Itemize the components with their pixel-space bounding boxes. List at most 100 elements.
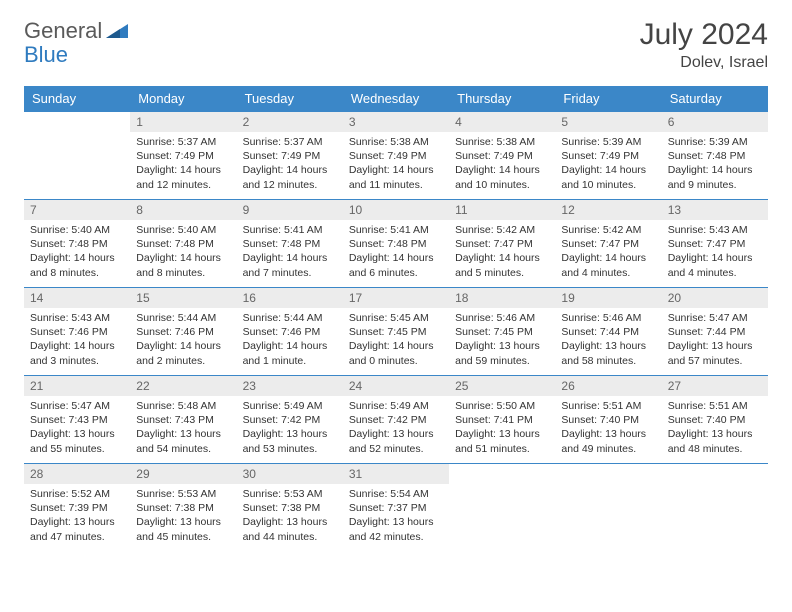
sunset-text: Sunset: 7:49 PM: [349, 149, 443, 163]
calendar-day-cell: [555, 464, 661, 552]
calendar-day-cell: 20Sunrise: 5:47 AMSunset: 7:44 PMDayligh…: [662, 288, 768, 376]
daylight-text: Daylight: 13 hours and 47 minutes.: [30, 515, 124, 543]
sunrise-text: Sunrise: 5:40 AM: [136, 223, 230, 237]
daylight-text: Daylight: 14 hours and 8 minutes.: [30, 251, 124, 279]
sunrise-text: Sunrise: 5:37 AM: [136, 135, 230, 149]
daylight-text: Daylight: 14 hours and 10 minutes.: [561, 163, 655, 191]
sunset-text: Sunset: 7:47 PM: [455, 237, 549, 251]
sunrise-text: Sunrise: 5:45 AM: [349, 311, 443, 325]
sunset-text: Sunset: 7:48 PM: [136, 237, 230, 251]
day-number: 8: [130, 200, 236, 220]
day-data: Sunrise: 5:45 AMSunset: 7:45 PMDaylight:…: [343, 308, 449, 374]
day-number: 19: [555, 288, 661, 308]
sunrise-text: Sunrise: 5:41 AM: [349, 223, 443, 237]
daylight-text: Daylight: 14 hours and 0 minutes.: [349, 339, 443, 367]
sunset-text: Sunset: 7:44 PM: [561, 325, 655, 339]
day-data: Sunrise: 5:37 AMSunset: 7:49 PMDaylight:…: [237, 132, 343, 198]
daylight-text: Daylight: 14 hours and 6 minutes.: [349, 251, 443, 279]
sunrise-text: Sunrise: 5:51 AM: [668, 399, 762, 413]
day-number: 11: [449, 200, 555, 220]
daylight-text: Daylight: 13 hours and 57 minutes.: [668, 339, 762, 367]
day-number: 3: [343, 112, 449, 132]
calendar-day-cell: 9Sunrise: 5:41 AMSunset: 7:48 PMDaylight…: [237, 200, 343, 288]
day-number: 17: [343, 288, 449, 308]
calendar-week-row: 14Sunrise: 5:43 AMSunset: 7:46 PMDayligh…: [24, 288, 768, 376]
sunset-text: Sunset: 7:43 PM: [30, 413, 124, 427]
day-data: Sunrise: 5:37 AMSunset: 7:49 PMDaylight:…: [130, 132, 236, 198]
day-number: 16: [237, 288, 343, 308]
sunset-text: Sunset: 7:44 PM: [668, 325, 762, 339]
sunset-text: Sunset: 7:39 PM: [30, 501, 124, 515]
day-number: 24: [343, 376, 449, 396]
daylight-text: Daylight: 13 hours and 59 minutes.: [455, 339, 549, 367]
calendar-day-cell: [662, 464, 768, 552]
calendar-day-cell: 13Sunrise: 5:43 AMSunset: 7:47 PMDayligh…: [662, 200, 768, 288]
sunset-text: Sunset: 7:41 PM: [455, 413, 549, 427]
day-number: 1: [130, 112, 236, 132]
sunrise-text: Sunrise: 5:38 AM: [455, 135, 549, 149]
sunrise-text: Sunrise: 5:46 AM: [561, 311, 655, 325]
calendar-day-cell: [24, 112, 130, 200]
day-data: Sunrise: 5:49 AMSunset: 7:42 PMDaylight:…: [343, 396, 449, 462]
daylight-text: Daylight: 14 hours and 10 minutes.: [455, 163, 549, 191]
calendar-day-cell: 26Sunrise: 5:51 AMSunset: 7:40 PMDayligh…: [555, 376, 661, 464]
sunrise-text: Sunrise: 5:49 AM: [243, 399, 337, 413]
logo-text-general: General: [24, 18, 102, 44]
daylight-text: Daylight: 14 hours and 2 minutes.: [136, 339, 230, 367]
weekday-header: Thursday: [449, 86, 555, 112]
day-data: Sunrise: 5:49 AMSunset: 7:42 PMDaylight:…: [237, 396, 343, 462]
daylight-text: Daylight: 13 hours and 51 minutes.: [455, 427, 549, 455]
weekday-header: Wednesday: [343, 86, 449, 112]
sunset-text: Sunset: 7:47 PM: [668, 237, 762, 251]
day-data: Sunrise: 5:46 AMSunset: 7:45 PMDaylight:…: [449, 308, 555, 374]
day-data: Sunrise: 5:41 AMSunset: 7:48 PMDaylight:…: [343, 220, 449, 286]
calendar-day-cell: 29Sunrise: 5:53 AMSunset: 7:38 PMDayligh…: [130, 464, 236, 552]
sunrise-text: Sunrise: 5:44 AM: [136, 311, 230, 325]
daylight-text: Daylight: 13 hours and 42 minutes.: [349, 515, 443, 543]
daylight-text: Daylight: 13 hours and 44 minutes.: [243, 515, 337, 543]
daylight-text: Daylight: 14 hours and 5 minutes.: [455, 251, 549, 279]
calendar-day-cell: 8 Sunrise: 5:40 AMSunset: 7:48 PMDaylight…: [130, 200, 236, 288]
daylight-text: Daylight: 13 hours and 55 minutes.: [30, 427, 124, 455]
day-number: 23: [237, 376, 343, 396]
weekday-header: Friday: [555, 86, 661, 112]
day-data: Sunrise: 5:38 AMSunset: 7:49 PMDaylight:…: [449, 132, 555, 198]
calendar-day-cell: 17Sunrise: 5:45 AMSunset: 7:45 PMDayligh…: [343, 288, 449, 376]
day-data: Sunrise: 5:47 AMSunset: 7:44 PMDaylight:…: [662, 308, 768, 374]
weekday-header: Tuesday: [237, 86, 343, 112]
sunset-text: Sunset: 7:46 PM: [136, 325, 230, 339]
logo-triangle-icon: [106, 20, 128, 43]
daylight-text: Daylight: 14 hours and 8 minutes.: [136, 251, 230, 279]
sunrise-text: Sunrise: 5:46 AM: [455, 311, 549, 325]
day-data: Sunrise: 5:48 AMSunset: 7:43 PMDaylight:…: [130, 396, 236, 462]
calendar-day-cell: 25Sunrise: 5:50 AMSunset: 7:41 PMDayligh…: [449, 376, 555, 464]
sunrise-text: Sunrise: 5:37 AM: [243, 135, 337, 149]
day-number: 28: [24, 464, 130, 484]
calendar-day-cell: 7Sunrise: 5:40 AMSunset: 7:48 PMDaylight…: [24, 200, 130, 288]
sunset-text: Sunset: 7:49 PM: [136, 149, 230, 163]
calendar-day-cell: 14Sunrise: 5:43 AMSunset: 7:46 PMDayligh…: [24, 288, 130, 376]
daylight-text: Daylight: 14 hours and 12 minutes.: [243, 163, 337, 191]
calendar-day-cell: 11 Sunrise: 5:42 AMSunset: 7:47 PMDayligh…: [449, 200, 555, 288]
sunset-text: Sunset: 7:46 PM: [243, 325, 337, 339]
day-data: Sunrise: 5:44 AMSunset: 7:46 PMDaylight:…: [130, 308, 236, 374]
sunrise-text: Sunrise: 5:48 AM: [136, 399, 230, 413]
calendar-day-cell: 3Sunrise: 5:38 AMSunset: 7:49 PMDaylight…: [343, 112, 449, 200]
header: General July 2024 Dolev, Israel: [24, 18, 768, 72]
daylight-text: Daylight: 13 hours and 52 minutes.: [349, 427, 443, 455]
weekday-header: Saturday: [662, 86, 768, 112]
day-number: 31: [343, 464, 449, 484]
calendar-day-cell: 24Sunrise: 5:49 AMSunset: 7:42 PMDayligh…: [343, 376, 449, 464]
weekday-header: Monday: [130, 86, 236, 112]
sunrise-text: Sunrise: 5:42 AM: [561, 223, 655, 237]
sunset-text: Sunset: 7:45 PM: [349, 325, 443, 339]
sunrise-text: Sunrise: 5:54 AM: [349, 487, 443, 501]
day-number: 30: [237, 464, 343, 484]
sunset-text: Sunset: 7:49 PM: [243, 149, 337, 163]
sunrise-text: Sunrise: 5:42 AM: [455, 223, 549, 237]
day-number: 26: [555, 376, 661, 396]
sunset-text: Sunset: 7:40 PM: [668, 413, 762, 427]
sunrise-text: Sunrise: 5:52 AM: [30, 487, 124, 501]
day-number: 4: [449, 112, 555, 132]
day-number: 10: [343, 200, 449, 220]
